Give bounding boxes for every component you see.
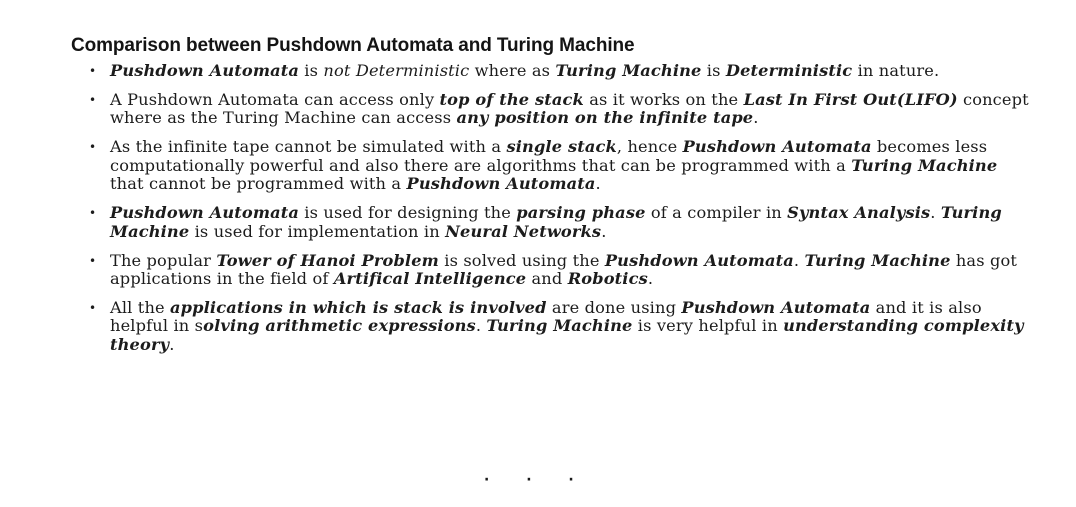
emphasis-text: Turing Machine (110, 203, 1002, 241)
text-run: where as (469, 61, 556, 80)
emphasis-text: top of the stack (439, 90, 584, 109)
emphasis-text: any position on the infinite tape (456, 108, 754, 128)
text-run: is (701, 61, 726, 80)
text-run: . (793, 250, 805, 270)
text-run: of a compiler in (645, 203, 788, 223)
list-item: • Pushdown Automata is used for designing… (71, 203, 1031, 241)
comparison-list: • Pushdown Automata is not Deterministic … (71, 61, 1031, 354)
text-run: is used for implementation in (189, 221, 446, 241)
text-run: is used for designing the (299, 203, 517, 223)
list-item: • All the applications in which is stack … (71, 298, 1031, 354)
emphasis-text: not Deterministic (323, 61, 470, 80)
emphasis-text: parsing phase (516, 203, 646, 223)
text-run: are done using (546, 298, 682, 318)
text-run: As the infinite tape cannot be simulated… (110, 137, 507, 157)
emphasis-text: single stack (506, 137, 617, 157)
article-section: Comparison between Pushdown Automata and… (71, 34, 1031, 365)
text-run: . (475, 316, 487, 336)
text-run: . (647, 269, 654, 289)
text-run: has got applications in the field of (110, 250, 1018, 289)
emphasis-text: Pushdown Automata (110, 203, 300, 223)
text-run: becomes less computationally powerful an… (110, 137, 988, 175)
text-run: as it works on the (583, 90, 744, 109)
emphasis-text: Pushdown Automata (406, 174, 596, 194)
emphasis-text: applications in which is stack is involv… (170, 298, 547, 318)
bullet-icon: • (89, 206, 97, 221)
emphasis-text: Turing Machine (555, 61, 702, 80)
emphasis-text: Turing Machine (804, 250, 951, 270)
emphasis-text: Neural Networks (445, 221, 602, 241)
text-run: concept where as the Turing Machine can … (110, 90, 1029, 128)
emphasis-text: Robotics (567, 269, 648, 289)
list-item: • Pushdown Automata is not Deterministic … (71, 61, 1031, 80)
bullet-icon: • (89, 301, 97, 316)
text-run: and it is also helpful in s (110, 298, 982, 336)
bullet-icon: • (89, 253, 97, 268)
emphasis-text: Pushdown Automata (681, 298, 871, 318)
text-run: . (595, 174, 601, 194)
more-content-dots: · · · (484, 472, 590, 488)
emphasis-text: Tower of Hanoi Problem (216, 250, 439, 270)
text-run: . (930, 203, 941, 223)
text-run: that cannot be programmed with a (110, 174, 407, 194)
text-run: All the (110, 298, 171, 318)
section-heading: Comparison between Pushdown Automata and… (71, 35, 635, 56)
text-run: in nature. (852, 61, 940, 80)
bullet-icon: • (89, 64, 97, 78)
emphasis-text: Last In First Out(LIFO) (743, 90, 958, 109)
text-run: The popular (110, 250, 217, 270)
text-run: . (753, 108, 759, 128)
text-run: and (526, 269, 568, 289)
text-run: is solved using the (438, 250, 605, 270)
list-item: • The popular Tower of Hanoi Problem is s… (71, 250, 1031, 289)
text-run: . (601, 221, 607, 241)
text-run: . (169, 334, 175, 354)
emphasis-text: Turing Machine (851, 155, 998, 175)
text-run: A Pushdown Automata can access only (110, 90, 440, 109)
emphasis-text: Deterministic (725, 61, 853, 80)
bullet-icon: • (89, 140, 97, 155)
emphasis-text: Turing Machine (486, 316, 633, 336)
emphasis-text: olving arithmetic expressions (203, 316, 476, 336)
list-item: • As the infinite tape cannot be simulate… (71, 138, 1031, 193)
bullet-icon: • (89, 93, 97, 107)
emphasis-text: Artifical Intelligence (333, 269, 527, 289)
emphasis-text: Pushdown Automata (604, 250, 794, 270)
text-run: , hence (616, 137, 683, 157)
text-run: is very helpful in (632, 316, 784, 336)
list-item: • A Pushdown Automata can access only top… (71, 90, 1031, 128)
emphasis-text: Syntax Analysis (787, 203, 931, 223)
text-run: is (299, 61, 324, 80)
emphasis-text: Pushdown Automata (110, 61, 300, 80)
emphasis-text: understanding complexity theory (110, 316, 1024, 354)
emphasis-text: Pushdown Automata (682, 137, 872, 157)
